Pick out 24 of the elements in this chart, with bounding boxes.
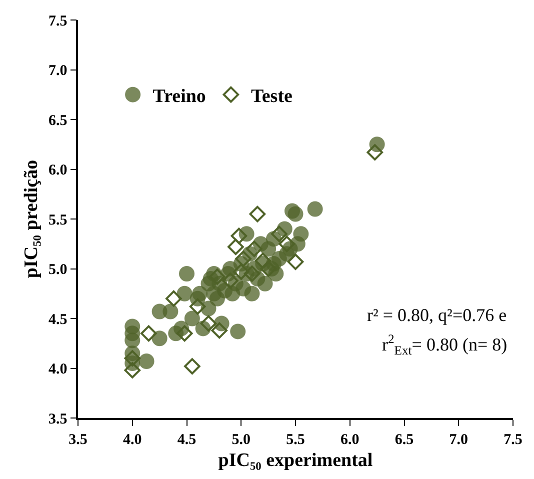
x-tick-label: 6.0 xyxy=(340,432,360,448)
x-tick-label: 7.0 xyxy=(449,432,468,448)
legend-label: Treino xyxy=(152,86,206,107)
x-tick-label: 6.5 xyxy=(394,432,414,448)
x-tick-label: 5.0 xyxy=(232,432,251,448)
y-axis-title: pIC₅₀ predição xyxy=(20,160,42,278)
x-tick-label: 4.0 xyxy=(123,432,142,448)
y-tick-label: 6.5 xyxy=(48,112,68,129)
y-tick-label: 6.0 xyxy=(48,162,68,178)
y-tick-label: 5.0 xyxy=(48,262,68,278)
y-tick-label: 3.5 xyxy=(48,411,68,428)
annotation: r² = 0.80, q²=0.76 e xyxy=(367,305,507,325)
y-tick-label: 5.5 xyxy=(48,212,68,228)
x-tick-label: 3.5 xyxy=(68,432,88,448)
annotation: r$^{2}$$_{Ext}$= 0.80 (n= 8) xyxy=(382,332,508,358)
x-axis-title: pIC₅₀ experimental xyxy=(218,450,373,472)
y-tick-label: 7.5 xyxy=(48,13,68,30)
x-tick-label: 4.5 xyxy=(177,432,196,448)
legend-label: Teste xyxy=(250,86,292,107)
x-tick-label: 5.5 xyxy=(286,432,305,448)
y-tick-label: 4.0 xyxy=(48,362,68,378)
y-tick-label: 7.0 xyxy=(48,63,68,79)
y-tick-label: 4.5 xyxy=(48,312,68,328)
x-tick-label: 7.5 xyxy=(504,432,522,448)
